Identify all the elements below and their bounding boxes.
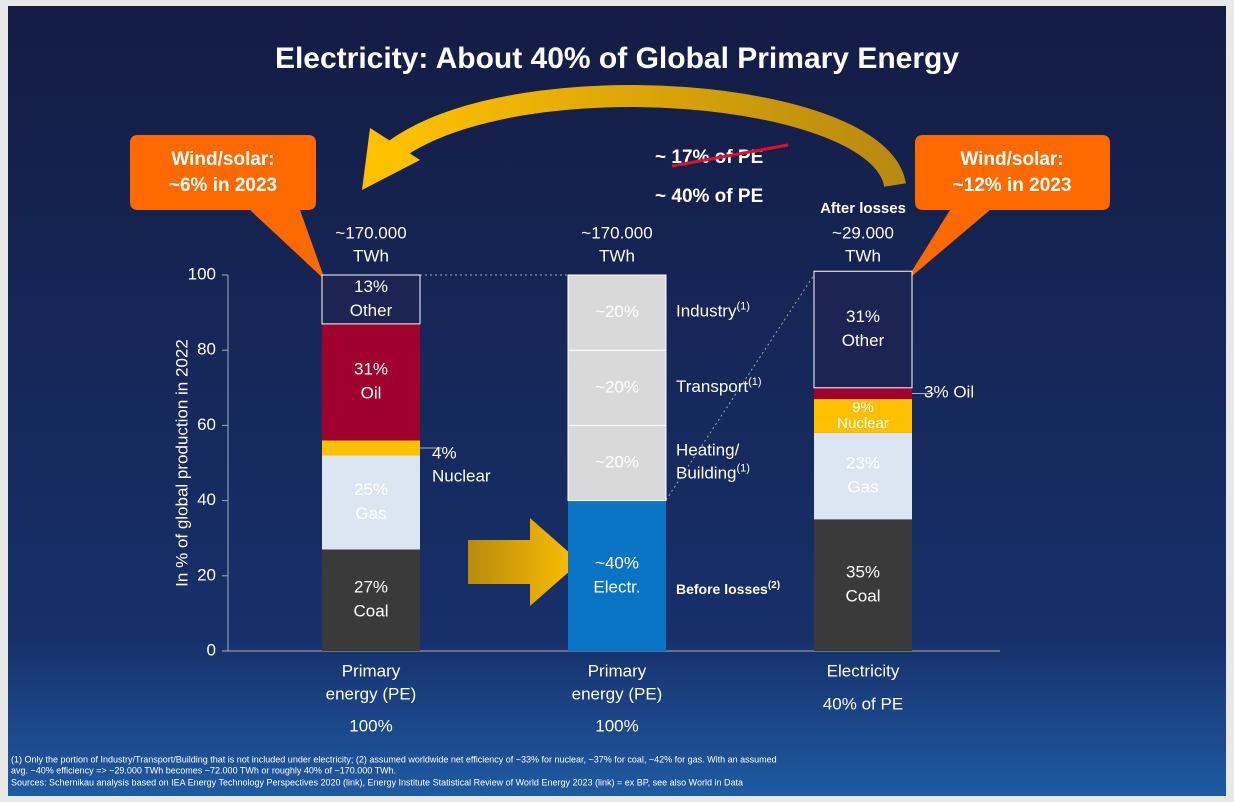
y-tick-label: 80 [197, 340, 216, 359]
bar-segment [322, 440, 420, 456]
strike-line [671, 143, 789, 168]
bar-segment [567, 274, 667, 351]
value-label: ~20% [595, 377, 639, 396]
x-tick-label: Electricity [827, 661, 900, 680]
segment-name: Gas [355, 504, 386, 523]
x-tick-label: Primary [588, 661, 647, 680]
callout-box [130, 135, 325, 280]
value-label: ~20% [595, 302, 639, 321]
bar-top-label: ~170.000 [581, 223, 652, 242]
segment-name: Oil [361, 384, 382, 403]
note: (2) [768, 579, 780, 590]
segment-name: Oil [953, 383, 974, 402]
callout-text: ~12% in 2023 [953, 175, 1072, 196]
note: (1) [736, 301, 749, 313]
name-text: Building [676, 464, 737, 483]
segment-name: Heating/ [676, 441, 740, 460]
value-label: 31% [846, 307, 880, 326]
bar-segment [321, 274, 421, 325]
curved-arrow-head [362, 128, 420, 190]
x-tick-sublabel: 40% of PE [823, 694, 903, 713]
chart: 0 20 40 60 80 100 In % of global production in… [172, 200, 1000, 735]
segment-name: Building(1) [676, 462, 750, 483]
segment-name: Transport(1) [676, 376, 762, 397]
footnote: avg. ~40% efficiency => ~29.000 TWh beco… [11, 765, 396, 775]
bar-segment [322, 549, 420, 651]
callout-text: Wind/solar: [171, 149, 274, 170]
bar-top-label: TWh [599, 246, 635, 265]
annotation: ~ 40% of PE [655, 186, 763, 207]
name-text: Transport [676, 377, 748, 396]
x-tick-label: energy (PE) [572, 684, 663, 703]
x-tick-sublabel: 100% [595, 716, 638, 735]
curved-arrow [388, 85, 906, 188]
x-tick-label: Primary [342, 661, 401, 680]
bar-top-label: TWh [845, 246, 881, 265]
x-tick-sublabel: 100% [349, 716, 392, 735]
bar-segment [814, 432, 912, 520]
y-axis-label: In % of global production in 2022 [172, 339, 191, 587]
bar-segment [813, 270, 913, 389]
bar-segment [814, 399, 912, 433]
segment-label: 3% Oil [924, 383, 974, 402]
footnote: Sources: Schernikau analysis based on IE… [11, 777, 743, 787]
value-label: 13% [354, 277, 388, 296]
callout-text: Wind/solar: [960, 149, 1063, 170]
value-label: 31% [354, 360, 388, 379]
bar-segment [568, 500, 666, 651]
segment-name: Industry(1) [676, 301, 750, 322]
callout-box [905, 135, 1110, 282]
bar-segment [567, 424, 667, 502]
value-label: 3% [924, 383, 949, 402]
segment-name: Coal [846, 587, 881, 606]
note: (1) [737, 462, 750, 474]
y-tick-label: 100 [188, 264, 216, 283]
title: Electricity: About 40% of Global Primary… [275, 42, 959, 75]
segment-annotation: Before losses(2) [676, 579, 780, 596]
segment-name: Electr. [593, 577, 640, 596]
segment-name: Other [350, 301, 393, 320]
bar-segment [322, 455, 420, 550]
annotation-struck: ~ 17% of PE [655, 147, 763, 168]
right-arrow [468, 518, 580, 606]
y-tick-label: 20 [197, 565, 216, 584]
value-label: 4% [432, 443, 457, 462]
x-tick-label: energy (PE) [326, 684, 417, 703]
bar-segment [814, 519, 912, 651]
value-label: 35% [846, 563, 880, 582]
bar-segment [567, 349, 667, 426]
note: (1) [748, 376, 761, 388]
bar-top-label: TWh [353, 246, 389, 265]
name-text: Heating/ [676, 441, 740, 460]
bar-top-label: ~170.000 [335, 223, 406, 242]
bar-segment [322, 323, 420, 441]
segment-name: Other [842, 331, 885, 350]
value-label: ~40% [595, 553, 639, 572]
value-label: 23% [846, 454, 880, 473]
value-label: 25% [354, 480, 388, 499]
callout-text: ~6% in 2023 [169, 175, 277, 196]
y-tick-label: 60 [197, 415, 216, 434]
name-text: Industry [676, 302, 737, 321]
segment-name: Nuclear [432, 466, 491, 485]
value-label: 9% [852, 399, 874, 416]
bar-top-head: After losses [820, 200, 906, 217]
segment-name: Coal [354, 602, 389, 621]
segment-name: Gas [847, 478, 878, 497]
bar-top-label: ~29.000 [832, 223, 894, 242]
value-label: 27% [354, 578, 388, 597]
y-tick-label: 40 [197, 490, 216, 509]
y-tick-label: 0 [207, 640, 216, 659]
segment-name: Nuclear [837, 415, 889, 432]
annotation-text: Before losses [676, 581, 768, 597]
value-label: ~20% [595, 452, 639, 471]
footnote: (1) Only the portion of Industry/Transpo… [11, 754, 777, 764]
bar-segment [814, 387, 912, 400]
